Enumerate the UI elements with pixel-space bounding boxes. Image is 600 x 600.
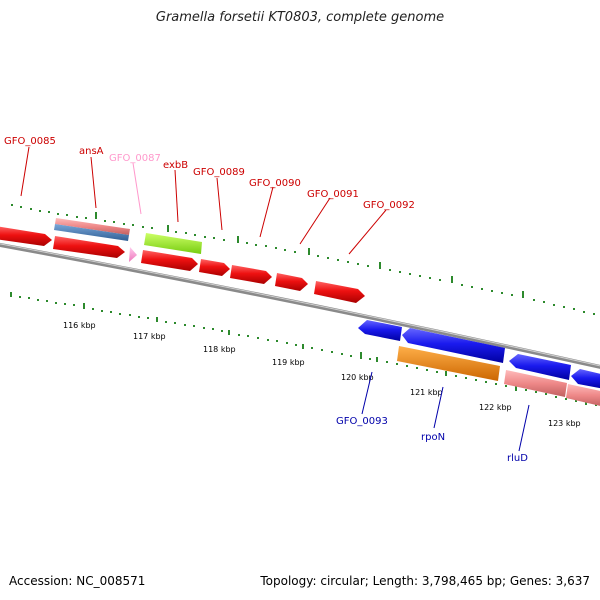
leader-GFO_0085 — [20, 146, 30, 197]
cds-GFO_0094[interactable] — [402, 328, 505, 363]
gene-label-rluD[interactable]: rluD — [507, 453, 528, 464]
gene-label-exbB[interactable]: exbB — [163, 160, 188, 171]
genome-summary-text: Topology: circular; Length: 3,798,465 bp… — [260, 574, 590, 588]
cds-GFO_0087[interactable] — [129, 247, 137, 262]
cds-GFO_0085[interactable] — [0, 226, 52, 246]
cds-GFO_0092[interactable] — [314, 281, 365, 303]
gene-label-GFO_0092[interactable]: GFO_0092 — [363, 200, 415, 211]
feature-rluD[interactable] — [504, 370, 567, 397]
gene-labels: GFO_0085 ansA GFO_0087 exbB GFO_0089 GFO… — [4, 136, 528, 464]
accession-text: Accession: NC_008571 — [9, 574, 146, 588]
leader-rluD — [518, 404, 530, 452]
feature-ansA-top[interactable] — [55, 218, 130, 235]
scale-label-117: 117 kbp — [133, 332, 166, 341]
leader-GFO_0091 — [299, 197, 331, 245]
cds-GFO_0089[interactable] — [199, 259, 230, 276]
outer-tick-row — [11, 204, 595, 315]
label-leaders — [20, 146, 530, 452]
scale-label-120: 120 kbp — [341, 373, 374, 382]
cds-GFO_0088[interactable] — [141, 250, 198, 271]
scale-label-121: 121 kbp — [410, 388, 443, 397]
gene-label-GFO_0093[interactable]: GFO_0093 — [336, 416, 388, 427]
genome-backbone-highlight — [0, 243, 600, 367]
scale-labels: 116 kbp 117 kbp 118 kbp 119 kbp 120 kbp … — [63, 321, 581, 428]
scale-label-119: 119 kbp — [272, 358, 305, 367]
gene-label-GFO_0085[interactable]: GFO_0085 — [4, 136, 56, 147]
cds-GFO_0091[interactable] — [275, 273, 308, 291]
map-title: Gramella forsetii KT0803, complete genom… — [155, 10, 445, 25]
leader-GFO_0092 — [348, 209, 387, 255]
leader-GFO_0089 — [216, 177, 223, 231]
cds-GFO_0093[interactable] — [358, 320, 402, 341]
reverse-cds-row — [358, 320, 600, 389]
feature-rpoN[interactable] — [397, 346, 500, 381]
inner-tick-row — [10, 292, 597, 406]
gene-label-GFO_0090[interactable]: GFO_0090 — [249, 178, 301, 189]
cds-GFO_0097[interactable] — [571, 369, 600, 389]
feature-lane-lower — [397, 346, 600, 407]
scale-label-118: 118 kbp — [203, 345, 236, 354]
gene-label-GFO_0089[interactable]: GFO_0089 — [193, 167, 245, 178]
scale-label-122: 122 kbp — [479, 403, 512, 412]
scale-label-123: 123 kbp — [548, 419, 581, 428]
gene-label-ansA[interactable]: ansA — [79, 146, 104, 157]
feature-exbB[interactable] — [144, 233, 202, 254]
leader-rpoN — [433, 386, 444, 429]
genome-backbone — [0, 242, 600, 369]
leader-GFO_0090 — [259, 186, 274, 238]
scale-label-116: 116 kbp — [63, 321, 96, 330]
leader-ansA — [90, 156, 97, 209]
cds-GFO_0090[interactable] — [230, 265, 272, 284]
feature-lane-upper — [54, 218, 202, 254]
cds-ansA[interactable] — [53, 236, 125, 258]
gene-label-GFO_0091[interactable]: GFO_0091 — [307, 189, 359, 200]
gene-label-rpoN[interactable]: rpoN — [421, 432, 445, 443]
feature-GFO_0097-rrna[interactable] — [566, 384, 600, 407]
leader-GFO_0093 — [361, 371, 373, 415]
forward-cds-row — [0, 226, 365, 303]
gene-label-GFO_0087[interactable]: GFO_0087 — [109, 153, 161, 164]
leader-exbB — [174, 169, 179, 223]
cds-GFO_0096[interactable] — [509, 354, 571, 380]
leader-GFO_0087 — [132, 162, 142, 215]
feature-ansA-bottom[interactable] — [54, 224, 129, 241]
